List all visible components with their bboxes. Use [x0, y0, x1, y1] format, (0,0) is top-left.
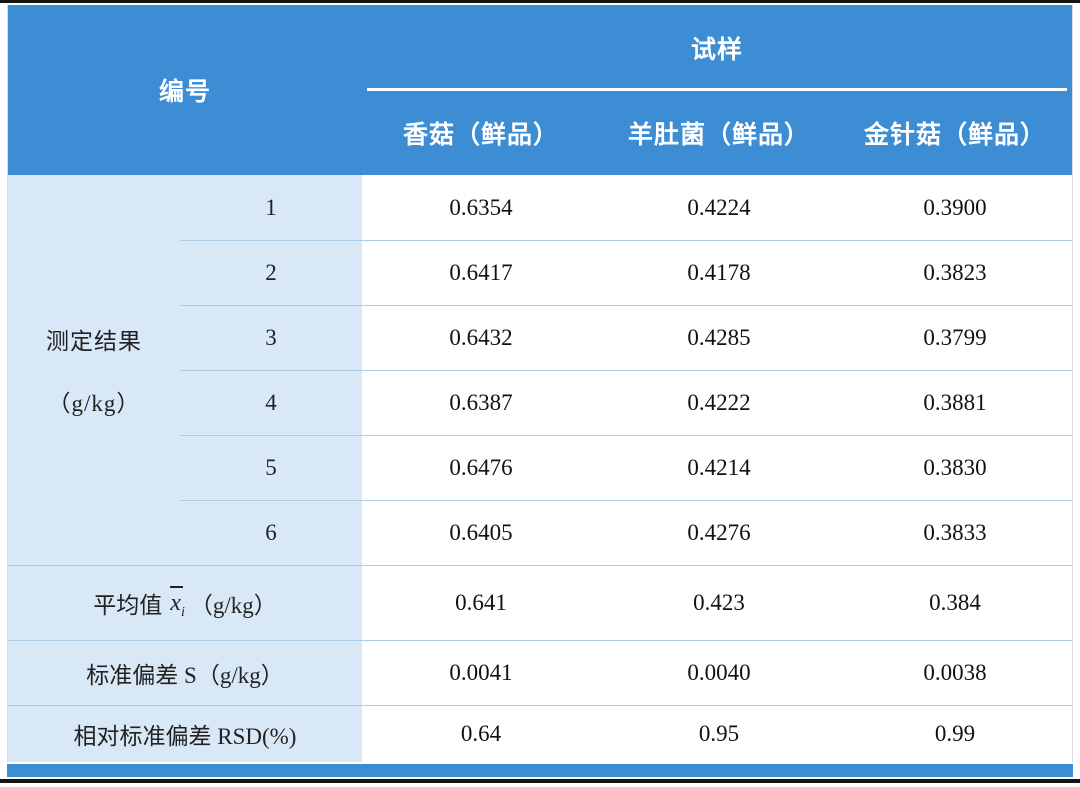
mean-subscript: i — [180, 604, 185, 620]
sd-value-cell: 0.0041 — [362, 640, 600, 705]
table-bottom-rule — [0, 779, 1080, 783]
value-cell: 0.6387 — [362, 370, 600, 435]
value-cell: 0.3900 — [838, 175, 1072, 240]
mean-variable: x — [170, 589, 181, 616]
value-cell: 0.3830 — [838, 435, 1072, 500]
value-cell: 0.3881 — [838, 370, 1072, 435]
rsd-value-cell: 0.95 — [600, 705, 838, 762]
measurement-label-line1: 测定结果 — [46, 329, 142, 354]
sd-label: 标准偏差 S（g/kg） — [8, 640, 362, 705]
value-cell: 0.3833 — [838, 500, 1072, 565]
measurement-label: 测定结果 （g/kg） — [8, 175, 180, 565]
header-sample-group-label: 试样 — [690, 36, 743, 64]
row-number-cell: 2 — [180, 240, 362, 305]
sample-group-underline — [367, 88, 1067, 91]
header-sample-group: 试样 — [362, 5, 1072, 91]
rsd-label: 相对标准偏差 RSD(%) — [8, 705, 362, 762]
value-cell: 0.6432 — [362, 305, 600, 370]
value-cell: 0.6417 — [362, 240, 600, 305]
header-id: 编号 — [8, 5, 362, 175]
table-top-rule — [0, 0, 1080, 3]
mean-label: 平均值 xi （g/kg） — [8, 565, 362, 640]
value-cell: 0.6405 — [362, 500, 600, 565]
value-cell: 0.4222 — [600, 370, 838, 435]
value-cell: 0.4276 — [600, 500, 838, 565]
bottom-blue-strip — [7, 764, 1073, 777]
row-number-cell: 3 — [180, 305, 362, 370]
mean-value-cell: 0.641 — [362, 565, 600, 640]
mean-value-cell: 0.423 — [600, 565, 838, 640]
value-cell: 0.4178 — [600, 240, 838, 305]
mean-xbar-symbol: xi — [170, 585, 185, 621]
row-number-cell: 5 — [180, 435, 362, 500]
value-cell: 0.6476 — [362, 435, 600, 500]
table-grid: 编号 试样 香菇（鲜品） 羊肚菌（鲜品） 金针菇（鲜品） 测定结果 （g/kg）… — [8, 5, 1072, 762]
header-sample-col-2: 羊肚菌（鲜品） — [600, 91, 838, 175]
mean-label-prefix: 平均值 — [93, 593, 163, 618]
header-sample-col-1: 香菇（鲜品） — [362, 91, 600, 175]
value-cell: 0.6354 — [362, 175, 600, 240]
value-cell: 0.3823 — [838, 240, 1072, 305]
sd-value-cell: 0.0038 — [838, 640, 1072, 705]
value-cell: 0.4224 — [600, 175, 838, 240]
header-sample-col-3: 金针菇（鲜品） — [838, 91, 1072, 175]
mean-value-cell: 0.384 — [838, 565, 1072, 640]
value-cell: 0.3799 — [838, 305, 1072, 370]
precision-results-table: 编号 试样 香菇（鲜品） 羊肚菌（鲜品） 金针菇（鲜品） 测定结果 （g/kg）… — [7, 5, 1073, 762]
row-number-cell: 1 — [180, 175, 362, 240]
value-cell: 0.4214 — [600, 435, 838, 500]
row-number-cell: 6 — [180, 500, 362, 565]
sd-value-cell: 0.0040 — [600, 640, 838, 705]
mean-label-suffix: （g/kg） — [189, 593, 277, 618]
measurement-label-line2: （g/kg） — [47, 391, 141, 416]
rsd-value-cell: 0.99 — [838, 705, 1072, 762]
rsd-value-cell: 0.64 — [362, 705, 600, 762]
row-number-cell: 4 — [180, 370, 362, 435]
value-cell: 0.4285 — [600, 305, 838, 370]
